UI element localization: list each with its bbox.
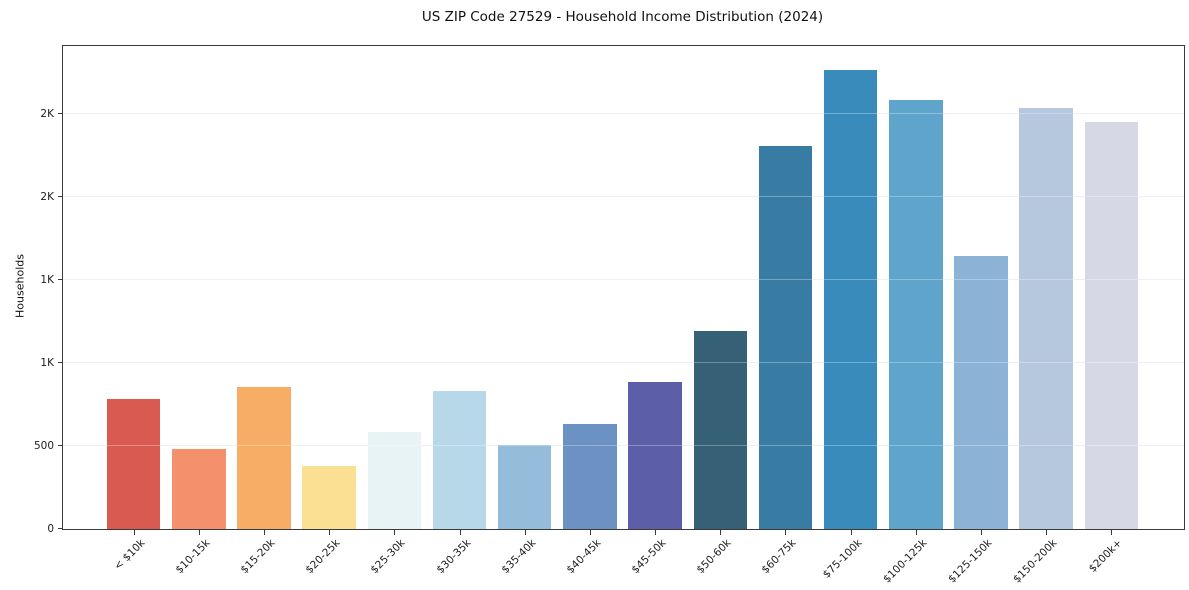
- y-axis-label: Households: [13, 254, 27, 318]
- x-tick-mark: [850, 530, 852, 535]
- y-tick-label: 0: [47, 523, 54, 535]
- bar-slot: $150-200k: [1011, 46, 1079, 586]
- bar-slot: $40-45k: [557, 46, 622, 576]
- gridline: [63, 113, 1184, 115]
- bar: [367, 431, 422, 529]
- x-tick-label: $100-125k: [880, 537, 930, 586]
- y-tick-label: 2K: [40, 108, 54, 121]
- bar-slot: $20-25k: [297, 46, 362, 576]
- x-tick-label: $40-45k: [564, 537, 604, 577]
- x-tick-mark: [589, 530, 591, 535]
- y-tick-label: 1K: [40, 357, 54, 370]
- bar: [889, 99, 943, 529]
- bar: [628, 382, 682, 529]
- x-tick-mark: [198, 530, 200, 535]
- bar-slot: $35-40k: [492, 46, 557, 576]
- bar-slot: $15-20k: [231, 46, 296, 576]
- x-tick-label: $35-40k: [499, 537, 539, 577]
- x-tick-label: $15-20k: [238, 537, 278, 577]
- x-tick-label: $150-200k: [1011, 537, 1060, 586]
- bar-slot: $125-150k: [946, 46, 1013, 586]
- x-tick-mark: [459, 530, 461, 535]
- bar: [302, 466, 356, 529]
- bar: [237, 386, 291, 529]
- bar: [106, 398, 161, 529]
- y-tick-label: 1K: [40, 274, 54, 287]
- bar-slot: $45-50k: [623, 46, 688, 576]
- bar: [954, 256, 1008, 529]
- bar: [497, 444, 552, 529]
- x-tick-label: $200k+: [1086, 537, 1125, 575]
- y-tick-mark: [58, 279, 62, 281]
- x-tick-label: $125-150k: [945, 537, 995, 586]
- x-tick-label: $50-60k: [694, 537, 734, 577]
- bar-slot: $50-60k: [688, 46, 753, 576]
- x-tick-label: $75-100k: [820, 537, 865, 581]
- plot-area: 0 500 1K 1K 2K 2K < $10k $10-15k $15-20k $20-25k $…: [34, 45, 1185, 586]
- bar-slot: < $10k: [101, 46, 166, 573]
- bar-slot: $200k+: [1079, 46, 1144, 575]
- x-tick-label: $25-30k: [368, 537, 408, 577]
- bar: [758, 145, 813, 529]
- x-tick-mark: [133, 530, 135, 535]
- bar: [1084, 121, 1139, 529]
- x-tick-label: $45-50k: [629, 537, 669, 577]
- x-tick-mark: [394, 530, 396, 535]
- bar: [172, 448, 226, 529]
- gridline: [63, 445, 1184, 447]
- x-tick-mark: [1111, 530, 1113, 535]
- bar: [693, 330, 747, 529]
- x-tick-mark: [785, 530, 787, 535]
- bar: [823, 69, 878, 529]
- gridline: [63, 279, 1184, 281]
- gridline: [63, 362, 1184, 364]
- bars-row: < $10k $10-15k $15-20k $20-25k $25-30k $30-35…: [63, 46, 1184, 586]
- bar-slot: $60-75k: [753, 46, 818, 576]
- x-tick-label: $60-75k: [759, 537, 799, 577]
- x-tick-mark: [263, 530, 265, 535]
- gridline: [63, 196, 1184, 198]
- bar: [1019, 107, 1073, 529]
- x-tick-mark: [524, 530, 526, 535]
- x-tick-mark: [1046, 530, 1048, 535]
- y-tick-mark: [58, 528, 62, 529]
- y-tick-label: 500: [33, 440, 54, 453]
- bar-slot: $75-100k: [818, 46, 883, 581]
- y-tick-mark: [58, 445, 62, 447]
- x-tick-mark: [981, 530, 983, 535]
- x-tick-label: $30-35k: [433, 537, 474, 577]
- x-tick-label: $10-15k: [173, 537, 213, 577]
- x-tick-label: < $10k: [111, 537, 148, 573]
- bar-slot: $100-125k: [881, 46, 948, 586]
- bar: [563, 424, 617, 529]
- bar-slot: $25-30k: [362, 46, 427, 576]
- chart-title: US ZIP Code 27529 - Household Income Dis…: [421, 9, 824, 25]
- bar: [432, 390, 487, 529]
- x-tick-mark: [655, 530, 657, 535]
- bar-slot: $10-15k: [166, 46, 231, 576]
- y-tick-mark: [58, 196, 62, 198]
- y-tick-mark: [58, 113, 62, 115]
- y-tick-label: 2K: [40, 191, 54, 204]
- x-tick-mark: [915, 530, 917, 535]
- x-tick-label: $20-25k: [303, 537, 343, 577]
- y-tick-mark: [58, 362, 62, 364]
- x-tick-mark: [720, 530, 722, 535]
- bar-slot: $30-35k: [427, 46, 492, 576]
- x-tick-mark: [329, 530, 331, 535]
